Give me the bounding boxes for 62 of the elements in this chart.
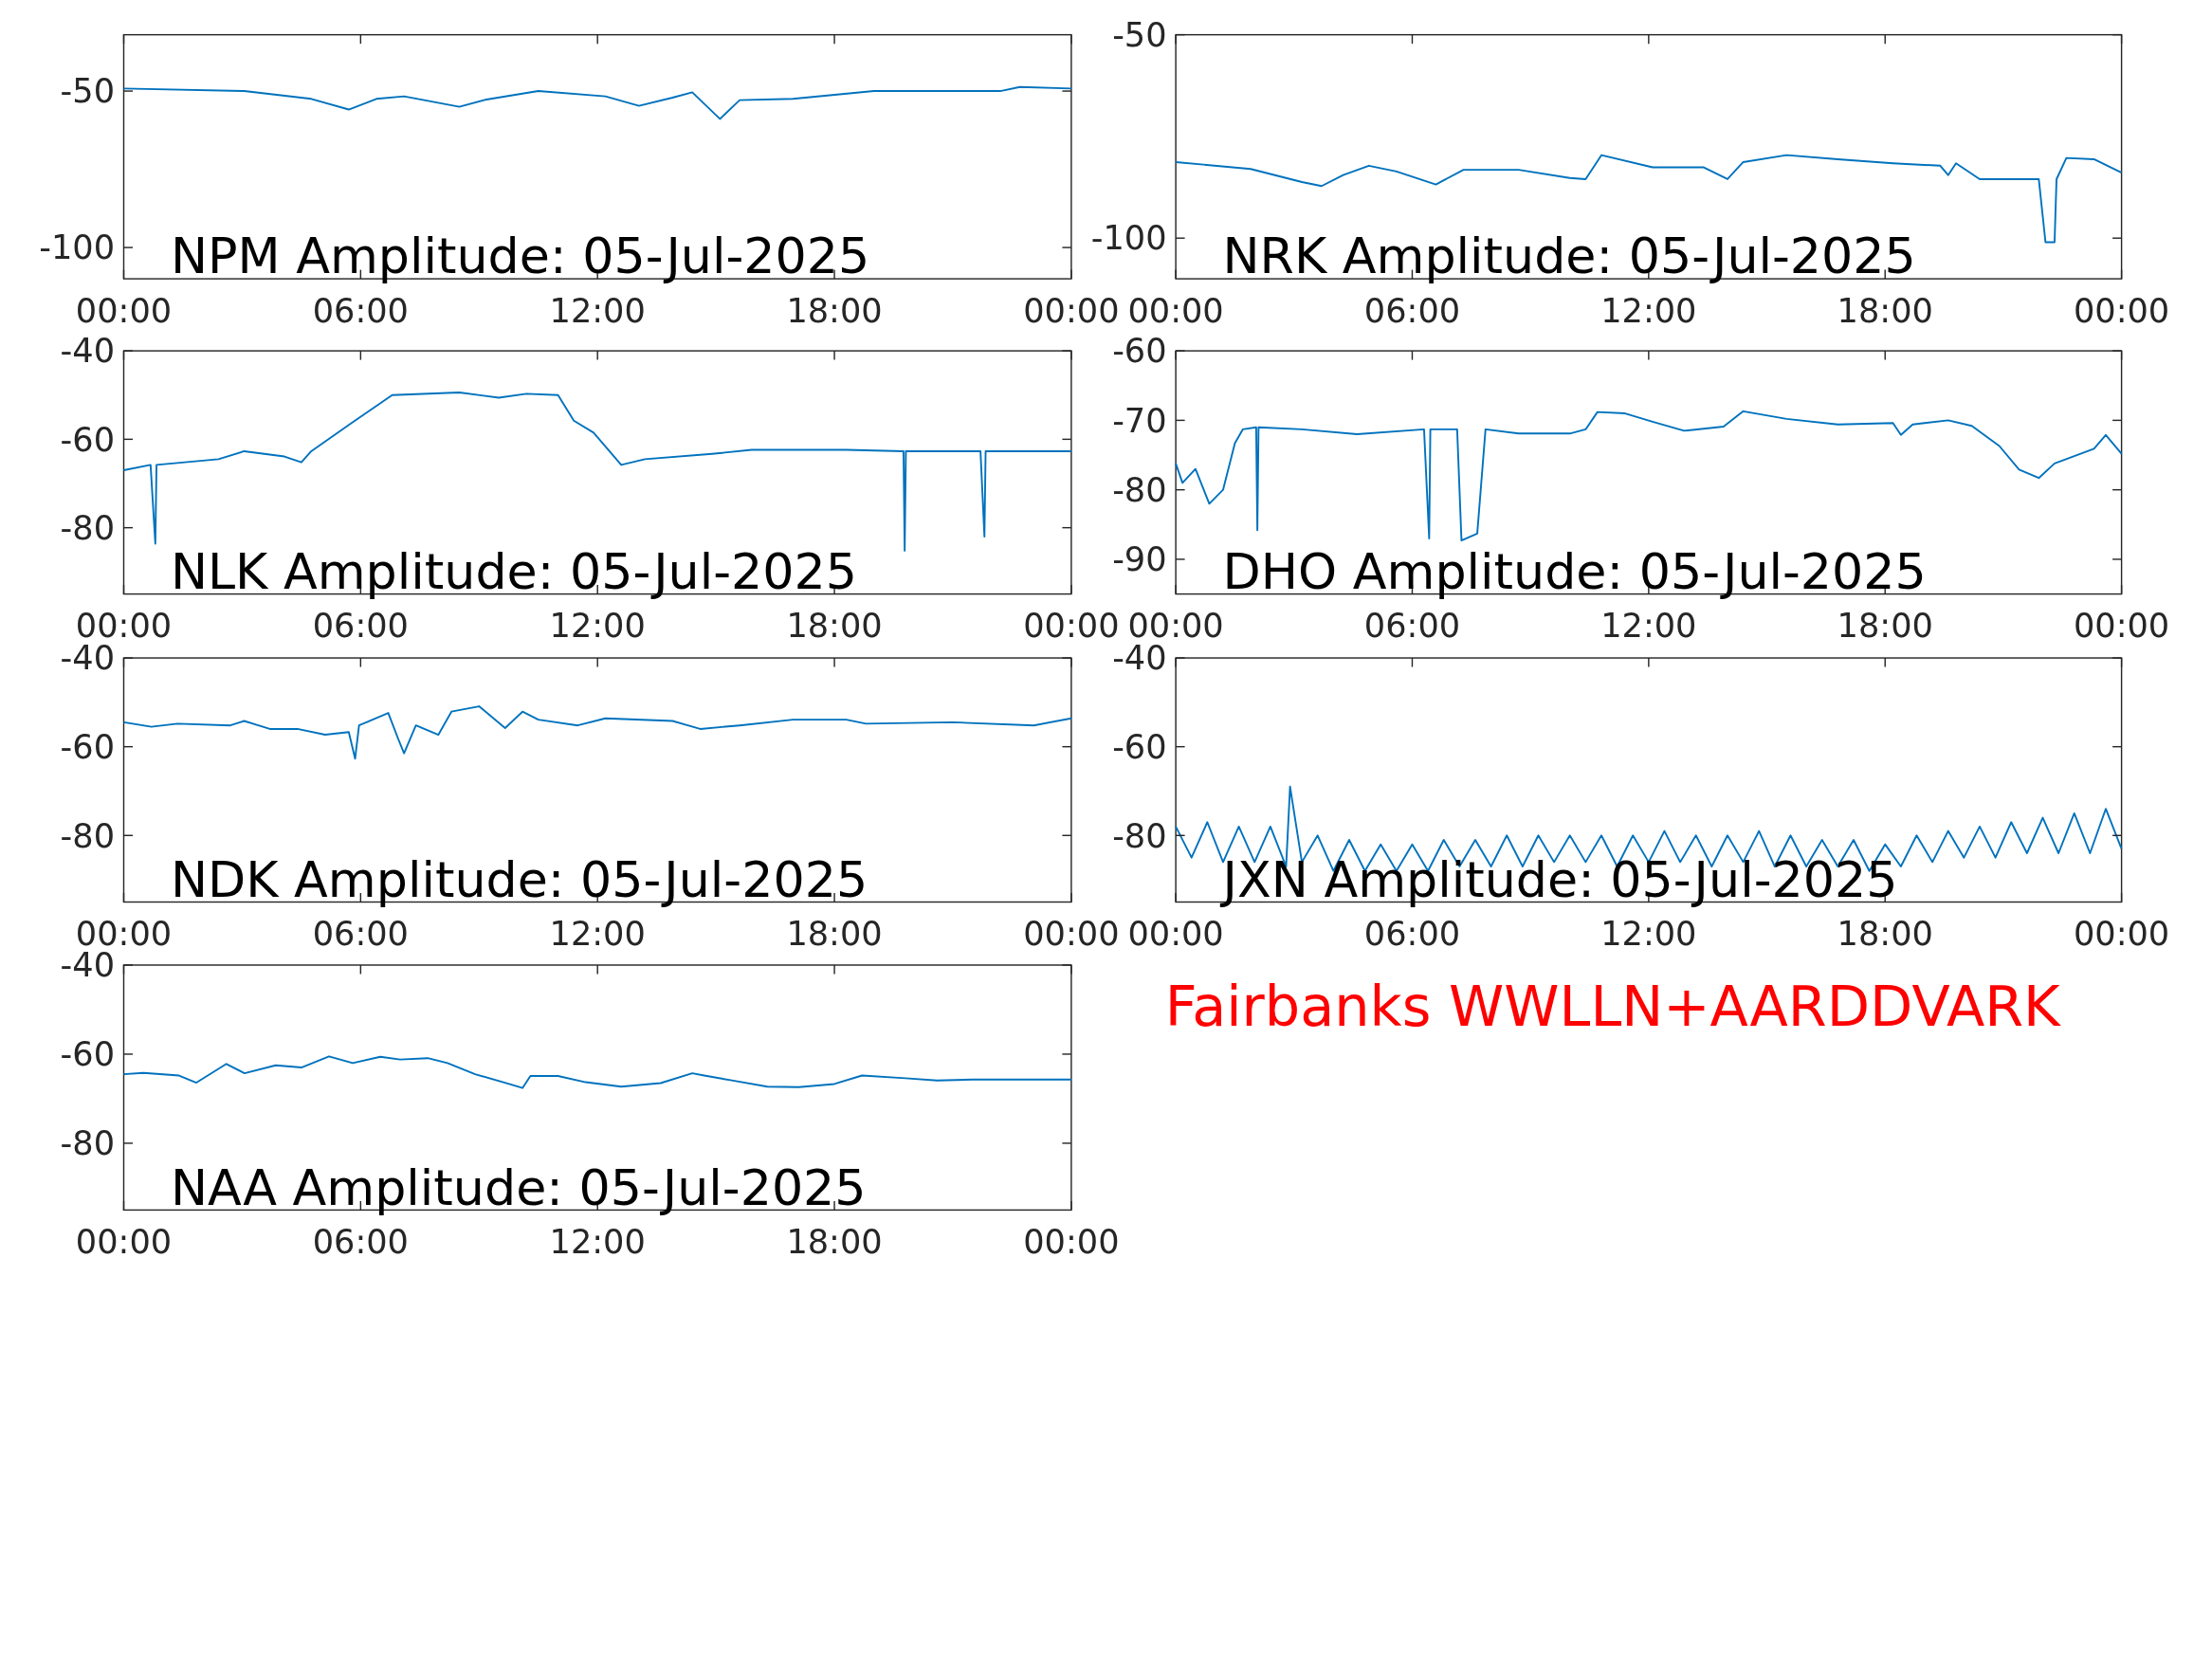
y-tick-label: -50 xyxy=(60,71,115,111)
x-tick-label: 18:00 xyxy=(1837,290,1933,330)
x-tick-label: 06:00 xyxy=(1363,290,1461,330)
y-tick-label: -80 xyxy=(60,1123,115,1163)
x-tick-label: 06:00 xyxy=(1363,914,1461,954)
x-tick-label: 12:00 xyxy=(1600,914,1697,954)
x-tick-label: 18:00 xyxy=(786,1222,883,1261)
text: NRK Amplitude: 05-Jul-2025 xyxy=(1222,228,1916,285)
x-tick-label: 12:00 xyxy=(1600,606,1697,646)
text: NDK Amplitude: 05-Jul-2025 xyxy=(170,850,868,908)
x-tick-label: 00:00 xyxy=(75,290,173,330)
x-tick-label: 06:00 xyxy=(312,606,409,646)
x-tick-label: 00:00 xyxy=(75,1222,173,1261)
x-tick-label: 18:00 xyxy=(786,914,883,954)
y-tick-label: -60 xyxy=(1112,726,1167,766)
text: NLK Amplitude: 05-Jul-2025 xyxy=(170,542,858,600)
y-tick-label: -80 xyxy=(60,507,115,547)
x-tick-label: 06:00 xyxy=(312,914,409,954)
x-tick-label: 12:00 xyxy=(1600,290,1697,330)
x-tick-label: 00:00 xyxy=(1023,1222,1120,1261)
y-tick-label: -80 xyxy=(60,815,115,855)
x-tick-label: 00:00 xyxy=(1127,914,1224,954)
x-tick-label: 06:00 xyxy=(1363,606,1461,646)
text: DHO Amplitude: 05-Jul-2025 xyxy=(1222,542,1927,600)
y-tick-label: -80 xyxy=(1112,815,1167,855)
line-series xyxy=(122,705,1072,760)
y-tick-label: -100 xyxy=(1090,218,1167,258)
y-tick-label: -70 xyxy=(1112,400,1167,440)
x-tick-label: 00:00 xyxy=(2073,290,2170,330)
x-tick-label: 00:00 xyxy=(2073,914,2170,954)
x-tick-label: 06:00 xyxy=(312,1222,409,1261)
line-series xyxy=(122,391,1072,552)
y-tick-label: -60 xyxy=(60,1034,115,1074)
text: NAA Amplitude: 05-Jul-2025 xyxy=(170,1158,867,1216)
text: JXN Amplitude: 05-Jul-2025 xyxy=(1219,850,1898,908)
x-tick-label: 12:00 xyxy=(549,914,646,954)
line-series xyxy=(1175,410,2123,542)
y-tick-label: -60 xyxy=(60,419,115,459)
x-tick-label: 00:00 xyxy=(1023,914,1120,954)
x-tick-label: 06:00 xyxy=(312,290,409,330)
x-tick-label: 00:00 xyxy=(2073,606,2170,646)
y-tick-label: -50 xyxy=(1112,14,1167,54)
x-tick-label: 12:00 xyxy=(549,290,646,330)
x-tick-label: 12:00 xyxy=(549,606,646,646)
y-tick-label: -100 xyxy=(39,228,115,267)
x-tick-label: 18:00 xyxy=(786,290,883,330)
x-tick-label: 12:00 xyxy=(549,1222,646,1261)
line-series xyxy=(122,85,1072,120)
y-tick-label: -80 xyxy=(1112,469,1167,509)
y-tick-label: -40 xyxy=(60,945,115,985)
y-tick-label: -40 xyxy=(60,331,115,371)
x-tick-label: 18:00 xyxy=(1837,606,1933,646)
x-tick-label: 00:00 xyxy=(1127,290,1224,330)
line-series xyxy=(122,1055,1072,1089)
y-tick-label: -60 xyxy=(1112,331,1167,371)
x-tick-label: 18:00 xyxy=(786,606,883,646)
y-tick-label: -90 xyxy=(1112,539,1167,579)
text: Fairbanks WWLLN+AARDDVARK xyxy=(1164,973,2062,1039)
x-tick-label: 18:00 xyxy=(1837,914,1933,954)
text: NPM Amplitude: 05-Jul-2025 xyxy=(170,228,870,285)
x-tick-label: 00:00 xyxy=(1023,290,1120,330)
y-tick-label: -60 xyxy=(60,726,115,766)
